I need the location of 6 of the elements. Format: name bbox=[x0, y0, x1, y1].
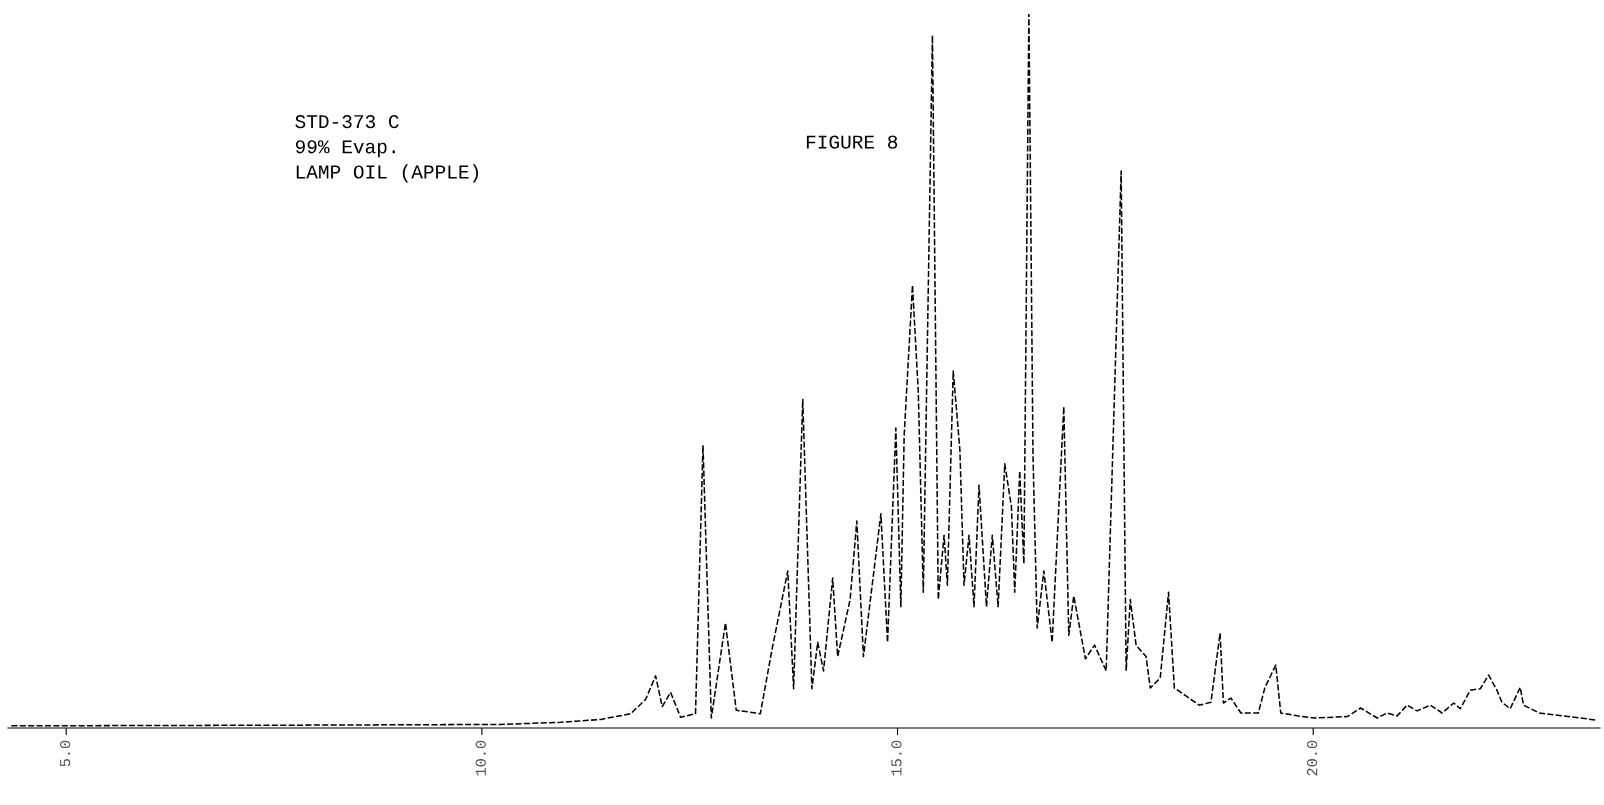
x-tick-label: 15.0 bbox=[891, 740, 902, 776]
x-tick-label: 10.0 bbox=[475, 740, 486, 776]
x-tick-label: 5.0 bbox=[59, 740, 71, 767]
x-tick-label: 20.0 bbox=[1306, 740, 1318, 776]
text: FIGURE 8 bbox=[806, 135, 898, 149]
annotation: STD-373 C 99% Evap. LAMP OIL (APPLE) bbox=[295, 115, 478, 183]
